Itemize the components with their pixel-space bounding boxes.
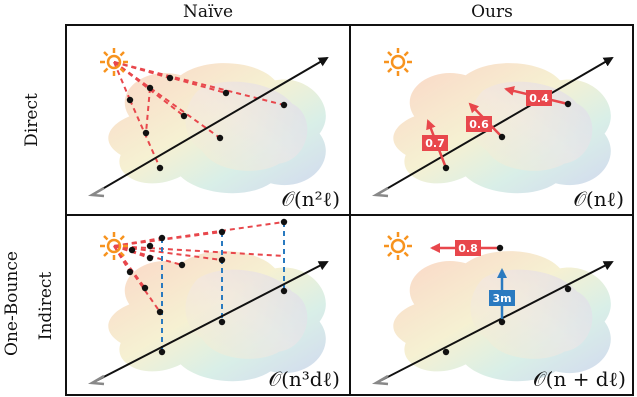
ours-direct: 0.7 0.6 0.4 𝒪(nℓ) (371, 48, 624, 211)
shadow-rays (113, 221, 285, 313)
sample-points (126, 218, 288, 356)
label-0-7: 0.7 (425, 137, 445, 150)
label-box-blue (489, 290, 515, 306)
camera-icon (371, 374, 389, 386)
complexity-naive-direct: 𝒪(n²ℓ) (281, 187, 340, 211)
complexity-naive-indirect: 𝒪(n³dℓ) (269, 367, 341, 391)
value-labels: 0.7 0.6 0.4 (422, 90, 552, 151)
complexity-ours-direct: 𝒪(nℓ) (573, 187, 624, 211)
panel-grid (65, 24, 634, 396)
header-ours: Ours (471, 2, 513, 22)
camera-icon (87, 374, 105, 386)
sample-points (442, 244, 572, 356)
row-label-indirect: Indirect (36, 271, 56, 341)
sun-icon (100, 48, 128, 76)
sun-icon (100, 232, 128, 260)
complexity-ours-indirect: 𝒪(n + dℓ) (533, 367, 626, 391)
naive-direct: 𝒪(n²ℓ) (87, 48, 340, 211)
camera-ray (91, 56, 329, 196)
row-label-direct: Direct (22, 93, 42, 147)
camera-icon (87, 186, 105, 198)
row-label-one-bounce: One-Bounce (2, 251, 22, 356)
camera-ray (375, 56, 614, 196)
panel-ours-indirect (349, 214, 634, 396)
camera-ray (375, 261, 614, 384)
bounce-rays (161, 222, 285, 352)
sun-icon (384, 48, 412, 76)
label-3m: 3m (492, 292, 511, 305)
sun-icon (384, 232, 412, 260)
camera-icon (371, 186, 389, 198)
label-0-6: 0.6 (469, 118, 489, 131)
ours-indirect: 0.8 3m 𝒪(n + dℓ) (371, 232, 626, 391)
header-naive: Naïve (182, 2, 234, 22)
sample-points (442, 100, 572, 172)
camera-ray (91, 261, 329, 384)
label-0-4: 0.4 (529, 92, 549, 105)
label-box-red (455, 240, 481, 256)
label-0-8: 0.8 (458, 242, 478, 255)
naive-indirect: 𝒪(n³dℓ) (87, 218, 341, 391)
sample-points (126, 74, 288, 172)
